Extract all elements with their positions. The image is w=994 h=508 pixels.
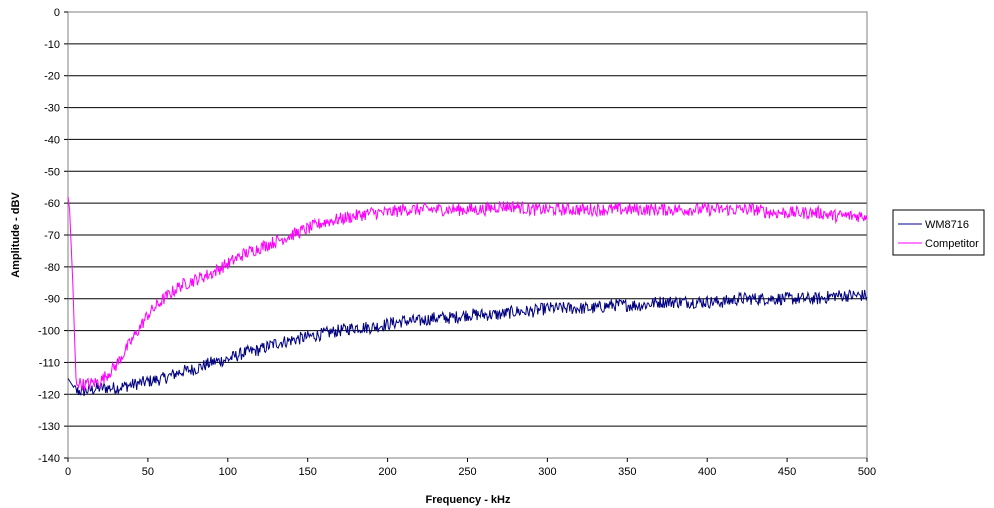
x-tick-label: 350	[618, 466, 636, 478]
y-tick-label: -100	[38, 326, 60, 338]
y-tick-label: -20	[44, 71, 60, 83]
y-tick-label: -10	[44, 39, 60, 51]
legend-label-competitor: Competitor	[925, 238, 979, 250]
y-axis-ticks: 0 -10 -20 -30 -40 -50 -60 -70 -80 -90 -100 -110 -120…	[38, 7, 68, 465]
x-tick-label: 50	[142, 466, 154, 478]
series-lines	[67, 196, 868, 397]
y-tick-label: -110	[39, 357, 60, 369]
y-tick-label: -60	[44, 198, 60, 210]
legend: WM8716 Competitor	[892, 209, 985, 256]
x-tick-label: 250	[458, 466, 476, 478]
grid-lines	[68, 11, 867, 459]
legend-box	[892, 209, 985, 256]
y-tick-label: -40	[44, 134, 60, 146]
x-axis-ticks: 0 50 100 150 200 250 300 350 400 450 500	[65, 458, 876, 478]
x-tick-label: 100	[219, 466, 237, 478]
y-tick-label: -130	[38, 421, 60, 433]
x-tick-label: 200	[378, 466, 396, 478]
x-tick-label: 300	[538, 466, 556, 478]
x-tick-label: 450	[778, 466, 796, 478]
y-tick-label: -70	[44, 230, 60, 242]
series-line-competitor	[67, 196, 868, 391]
x-tick-label: 0	[65, 466, 71, 478]
legend-label-wm8716: WM8716	[925, 219, 969, 231]
x-tick-label: 400	[698, 466, 716, 478]
y-tick-label: -30	[44, 103, 60, 115]
x-tick-label: 500	[858, 466, 876, 478]
y-tick-label: -50	[44, 166, 60, 178]
y-axis-title: Amplitude - dBV	[10, 192, 22, 278]
y-tick-label: -80	[44, 262, 60, 274]
y-tick-label: -120	[38, 389, 60, 401]
y-tick-label: -90	[44, 294, 60, 306]
x-tick-label: 150	[299, 466, 317, 478]
series-line-wm8716	[67, 289, 868, 397]
y-tick-label: -140	[38, 453, 60, 465]
y-tick-label: 0	[54, 7, 60, 19]
x-axis-title: Frequency - kHz	[426, 494, 511, 506]
